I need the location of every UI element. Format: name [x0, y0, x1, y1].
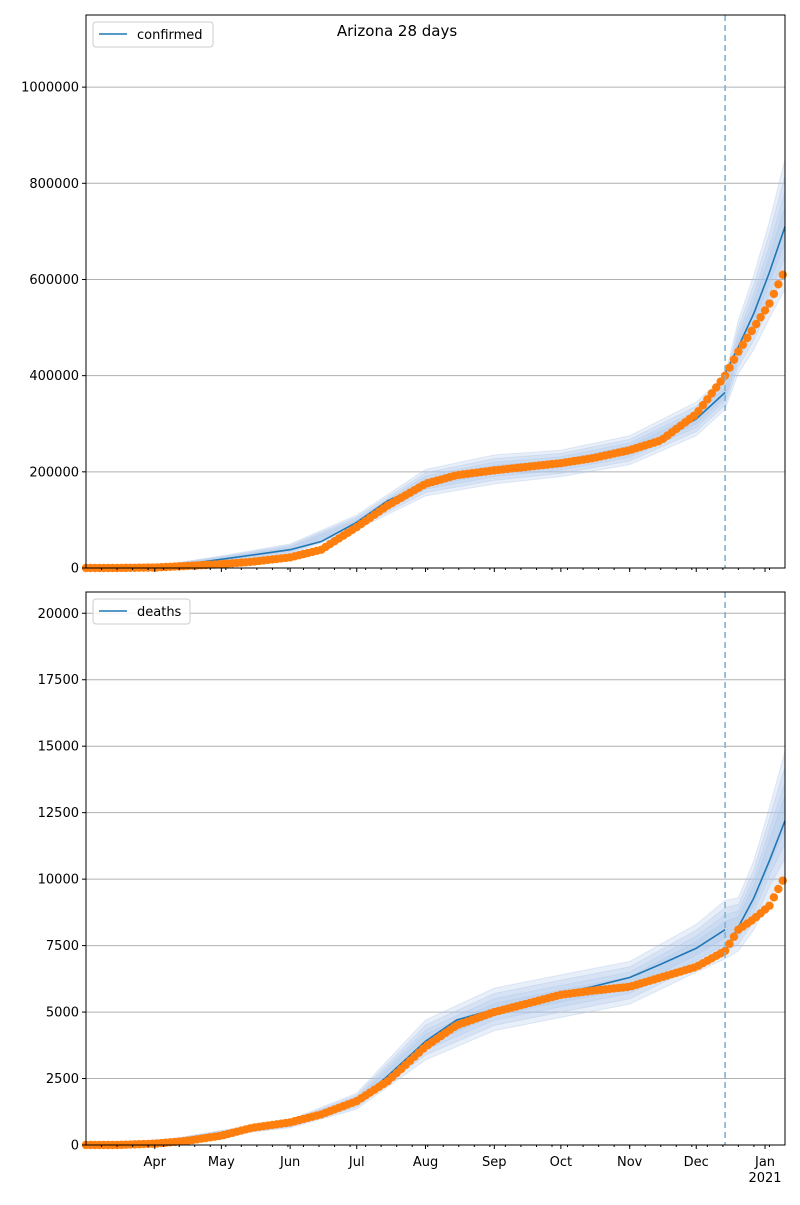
y-tick-label: 1000000	[21, 81, 79, 96]
x-tick-label: Sep	[482, 1155, 507, 1170]
y-tick-label: 400000	[29, 369, 79, 384]
y-tick-label: 800000	[29, 177, 79, 192]
observed-point	[738, 340, 748, 349]
observed-point	[698, 401, 708, 410]
observed-point	[769, 893, 779, 902]
observed-point	[720, 946, 730, 956]
legend-box	[92, 21, 214, 48]
uncertainty-band	[85, 175, 786, 569]
observed-point	[769, 289, 779, 299]
model-line	[85, 391, 726, 569]
observed-point	[765, 901, 774, 910]
y-tick-label: 0	[71, 1139, 79, 1154]
observed-point	[734, 347, 743, 356]
y-tick-label: 10000	[38, 873, 79, 888]
observed-point	[774, 280, 783, 289]
observed-point	[778, 876, 787, 885]
observed-point	[743, 333, 752, 343]
observed-point	[751, 319, 761, 329]
x-tick-label: Nov	[617, 1155, 643, 1170]
y-tick-label: 0	[71, 562, 79, 577]
observed-point	[694, 406, 703, 416]
x-tick-label: Oct	[550, 1155, 572, 1170]
observed-point	[760, 306, 770, 315]
observed-point	[729, 932, 739, 941]
plot-frame	[85, 591, 786, 1146]
confirmed-panel: 0 200000 400000 600000 800000 1000000 confirme…	[21, 14, 787, 577]
x-tick-label: Jun	[279, 1155, 300, 1170]
observed-point	[774, 884, 783, 894]
legend-label: deaths	[137, 605, 182, 620]
legend-box	[92, 598, 191, 625]
y-tick-label: 7500	[46, 939, 79, 954]
x-tick-label: Apr	[144, 1155, 167, 1170]
observed-point	[729, 355, 739, 364]
uncertainty-band	[85, 205, 786, 569]
x-tick-label: May	[208, 1155, 235, 1170]
uncertainty-band	[85, 191, 786, 569]
observed-point	[756, 313, 765, 322]
plot-frame	[85, 14, 786, 569]
chart-title: Arizona 28 days	[337, 22, 458, 40]
y-tick-label: 20000	[38, 607, 79, 622]
observed-point	[765, 299, 774, 308]
x-tick-label: Jan	[754, 1155, 775, 1170]
x-tick-label: Aug	[413, 1155, 438, 1170]
observed-point	[703, 395, 712, 404]
observed-point	[778, 270, 787, 279]
y-tick-label: 5000	[46, 1006, 79, 1021]
legend-label: confirmed	[137, 28, 203, 43]
x-tick-label: 2021	[748, 1171, 781, 1186]
x-tick-label: Jul	[348, 1155, 365, 1170]
observed-point	[725, 939, 734, 949]
y-tick-label: 600000	[29, 273, 79, 288]
deaths-panel: 0 2500 5000 7500 10000 12500 15000 17500 20000 Ap…	[38, 591, 787, 1186]
observed-point	[712, 383, 721, 392]
y-tick-label: 15000	[38, 740, 79, 755]
y-tick-label: 2500	[46, 1072, 79, 1087]
x-tick-label: Dec	[684, 1155, 709, 1170]
y-tick-label: 17500	[38, 673, 79, 688]
observed-point	[747, 326, 756, 336]
observed-point	[707, 389, 716, 398]
uncertainty-band	[85, 159, 786, 569]
observed-point	[725, 363, 734, 372]
observed-point	[716, 377, 725, 386]
y-tick-label: 12500	[38, 806, 79, 821]
y-tick-label: 200000	[29, 465, 79, 480]
